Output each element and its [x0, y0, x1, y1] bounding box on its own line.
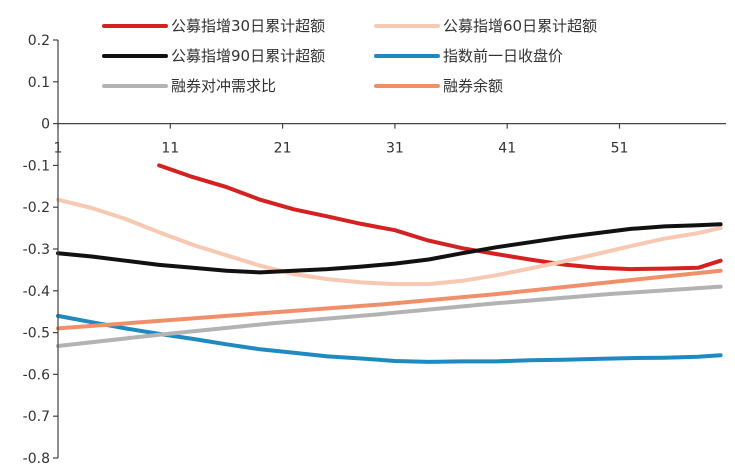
- legend-label-4: 指数前一日收盘价: [443, 47, 563, 65]
- legend-label-2: 公募指增60日累计超额: [443, 17, 597, 35]
- series-line-6: [56, 268, 723, 331]
- series-line-5: [56, 284, 723, 348]
- x-tick-label: 11: [161, 141, 179, 157]
- series-line-3: [56, 222, 723, 275]
- y-tick-label: 0: [41, 117, 50, 133]
- x-tick-label: 31: [386, 141, 404, 157]
- legend-label-5: 融券对冲需求比: [171, 77, 276, 95]
- y-tick-label: 0.2: [28, 33, 50, 49]
- legend-label-6: 融券余额: [443, 77, 503, 95]
- series-line-1: [157, 163, 723, 272]
- y-tick-label: -0.5: [23, 326, 50, 342]
- series-line-2: [56, 197, 723, 287]
- x-tick-label: 51: [611, 141, 629, 157]
- axes: 0.2 0.1 0 -0.1 -0.2 -0.3 -0.4 -0.5 -0.6 -0.7 -0.8 1…: [23, 33, 726, 467]
- y-tick-label: -0.2: [23, 200, 50, 216]
- x-tick-label: 1: [54, 141, 63, 157]
- y-tick-label: -0.4: [23, 284, 50, 300]
- x-tick-label: 21: [274, 141, 292, 157]
- y-tick-label: -0.3: [23, 242, 50, 258]
- y-tick-label: -0.6: [23, 367, 50, 383]
- y-tick-label: 0.1: [28, 75, 50, 91]
- series-layer: [56, 163, 723, 364]
- x-tick-label: 41: [498, 141, 516, 157]
- legend-label-3: 公募指增90日累计超额: [171, 47, 325, 65]
- y-tick-label: -0.1: [23, 158, 50, 174]
- legend-label-1: 公募指增30日累计超额: [171, 17, 325, 35]
- y-tick-label: -0.8: [23, 451, 50, 467]
- y-tick-label: -0.7: [23, 409, 50, 425]
